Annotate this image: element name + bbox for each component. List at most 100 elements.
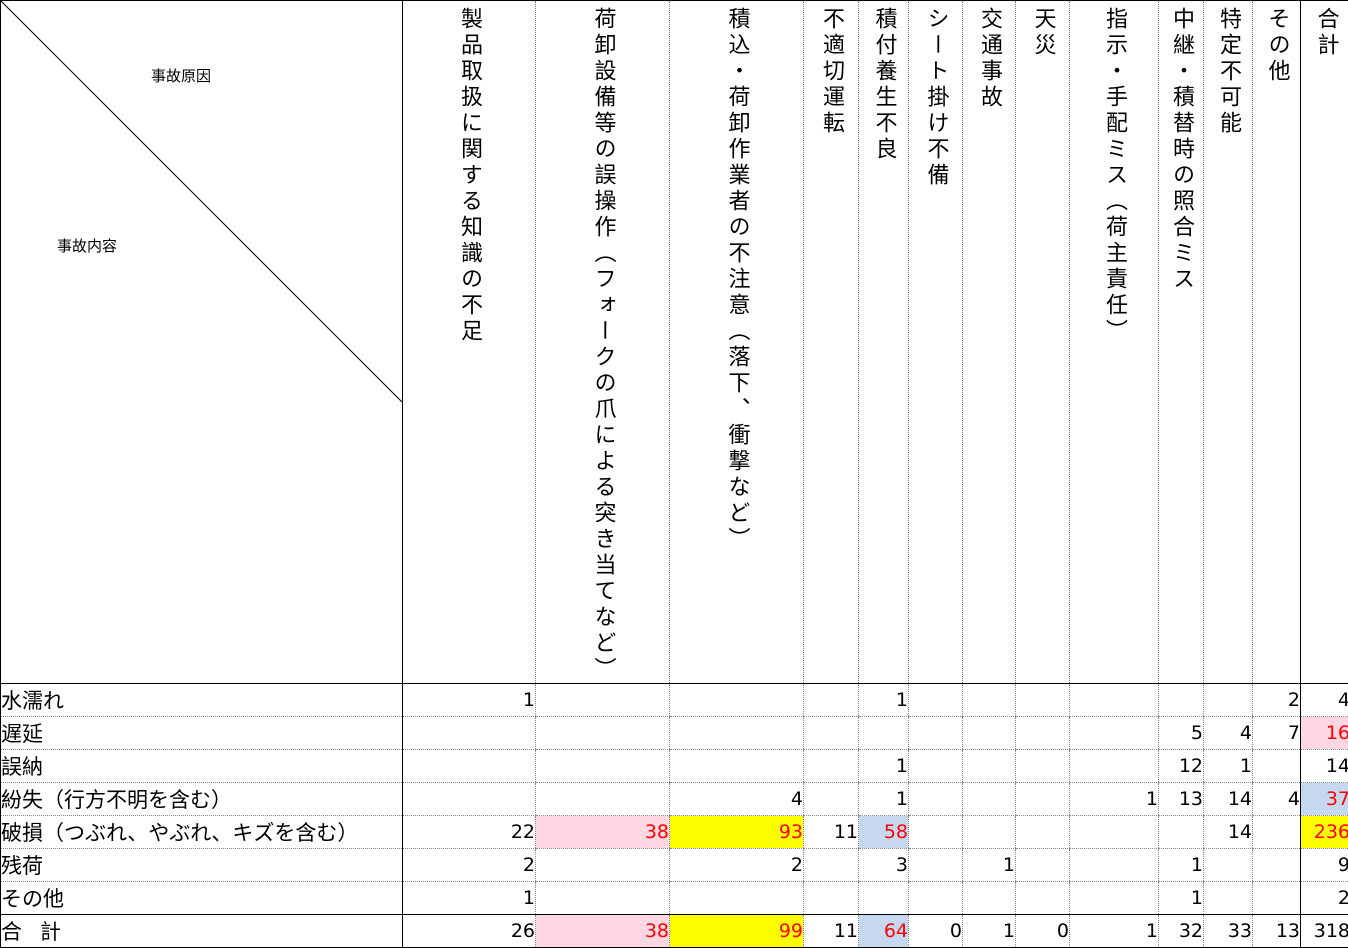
table-cell: 1 (403, 684, 536, 717)
col-header-equipment: 荷卸設備等の誤操作（フォークの爪による突き当てなど） (536, 1, 670, 684)
total-cell: 0 (1016, 915, 1070, 948)
table-cell (909, 849, 963, 882)
table-cell: 1 (963, 849, 1016, 882)
diagonal-divider (1, 1, 403, 403)
col-header-label: 合計 (1314, 1, 1338, 59)
table-cell (1204, 882, 1253, 915)
table-cell (1204, 849, 1253, 882)
table-cell: 4 (670, 783, 804, 816)
table-cell (804, 684, 859, 717)
content-label: 事故内容 (57, 235, 117, 256)
table-cell: 93 (670, 816, 804, 849)
col-header-packing: 積付養生不良 (859, 1, 909, 684)
table-cell (1159, 816, 1204, 849)
row-label: 遅延 (1, 717, 403, 750)
table-cell (1253, 882, 1301, 915)
col-header-label: その他 (1265, 1, 1289, 85)
table-cell (804, 783, 859, 816)
table-cell (536, 849, 670, 882)
table-cell: 1 (1159, 882, 1204, 915)
total-cell: 11 (804, 915, 859, 948)
row-total-cell: 9 (1301, 849, 1348, 882)
table-cell: 2 (670, 849, 804, 882)
table-cell (1253, 849, 1301, 882)
table-cell (1070, 882, 1159, 915)
total-row: 合計 26 38 99 11 64 0 1 0 1 32 33 13 318 (1, 915, 1348, 948)
table-cell (909, 783, 963, 816)
table-cell (536, 750, 670, 783)
col-header-label: 天災 (1031, 1, 1055, 59)
table-cell: 1 (1204, 750, 1253, 783)
table-cell (1016, 684, 1070, 717)
total-cell: 38 (536, 915, 670, 948)
table-cell: 1 (403, 882, 536, 915)
table-cell: 38 (536, 816, 670, 849)
table-row: 水濡れ 1 1 2 4 (1, 684, 1348, 717)
table-cell (1253, 816, 1301, 849)
table-cell (1159, 684, 1204, 717)
table-row: 誤納 1 12 1 14 (1, 750, 1348, 783)
row-label: 破損（つぶれ、やぶれ、キズを含む） (1, 816, 403, 849)
table-cell (403, 750, 536, 783)
table-cell (670, 684, 804, 717)
table-cell: 3 (859, 849, 909, 882)
row-total-cell: 4 (1301, 684, 1348, 717)
row-total-cell: 14 (1301, 750, 1348, 783)
table-cell (804, 882, 859, 915)
col-header-instruction: 指示・手配ミス（荷主責任） (1070, 1, 1159, 684)
table-cell: 1 (1070, 783, 1159, 816)
cause-label: 事故原因 (151, 65, 211, 86)
table-cell: 22 (403, 816, 536, 849)
table-cell (1070, 816, 1159, 849)
table-row: 破損（つぶれ、やぶれ、キズを含む） 22 38 93 11 58 14 236 (1, 816, 1348, 849)
total-cell: 26 (403, 915, 536, 948)
table-cell (1070, 750, 1159, 783)
corner-cell: 事故原因 事故内容 (1, 1, 403, 684)
col-header-carelessness: 積込・荷卸作業者の不注意（落下、衝撃など） (670, 1, 804, 684)
row-total-cell: 2 (1301, 882, 1348, 915)
table-cell: 12 (1159, 750, 1204, 783)
table-cell: 1 (1159, 849, 1204, 882)
grand-total-cell: 318 (1301, 915, 1348, 948)
table-cell: 58 (859, 816, 909, 849)
table-cell (1204, 684, 1253, 717)
total-cell: 64 (859, 915, 909, 948)
table-cell (1016, 882, 1070, 915)
row-label: その他 (1, 882, 403, 915)
table-cell (1016, 816, 1070, 849)
col-header-label: 中継・積替時の照合ミス (1169, 1, 1193, 293)
row-total-cell: 37 (1301, 783, 1348, 816)
table-cell (1016, 717, 1070, 750)
col-header-label: 積付養生不良 (872, 1, 896, 163)
table-row: 紛失（行方不明を含む） 4 1 1 13 14 4 37 (1, 783, 1348, 816)
table-cell: 13 (1159, 783, 1204, 816)
table-cell (670, 882, 804, 915)
table-cell (804, 849, 859, 882)
table-cell: 1 (859, 750, 909, 783)
table-row: 残荷 2 2 3 1 1 9 (1, 849, 1348, 882)
row-total-cell: 16 (1301, 717, 1348, 750)
table-cell (670, 750, 804, 783)
table-cell (536, 717, 670, 750)
col-header-unknown: 特定不可能 (1204, 1, 1253, 684)
table-cell (963, 717, 1016, 750)
table-row: その他 1 1 2 (1, 882, 1348, 915)
table-cell (963, 783, 1016, 816)
row-total-cell: 236 (1301, 816, 1348, 849)
total-row-label: 合計 (1, 915, 403, 948)
col-header-disaster: 天災 (1016, 1, 1070, 684)
table-cell: 11 (804, 816, 859, 849)
table-cell (1016, 849, 1070, 882)
table-cell (670, 717, 804, 750)
table-cell (859, 717, 909, 750)
table-cell: 5 (1159, 717, 1204, 750)
total-cell: 1 (963, 915, 1016, 948)
table-cell (963, 882, 1016, 915)
table-row: 遅延 5 4 7 16 (1, 717, 1348, 750)
col-header-label: 荷卸設備等の誤操作（フォークの爪による突き当てなど） (591, 1, 615, 683)
table-cell (963, 750, 1016, 783)
table-cell: 1 (859, 684, 909, 717)
col-header-transfer: 中継・積替時の照合ミス (1159, 1, 1204, 684)
table-cell: 14 (1204, 816, 1253, 849)
total-cell: 13 (1253, 915, 1301, 948)
